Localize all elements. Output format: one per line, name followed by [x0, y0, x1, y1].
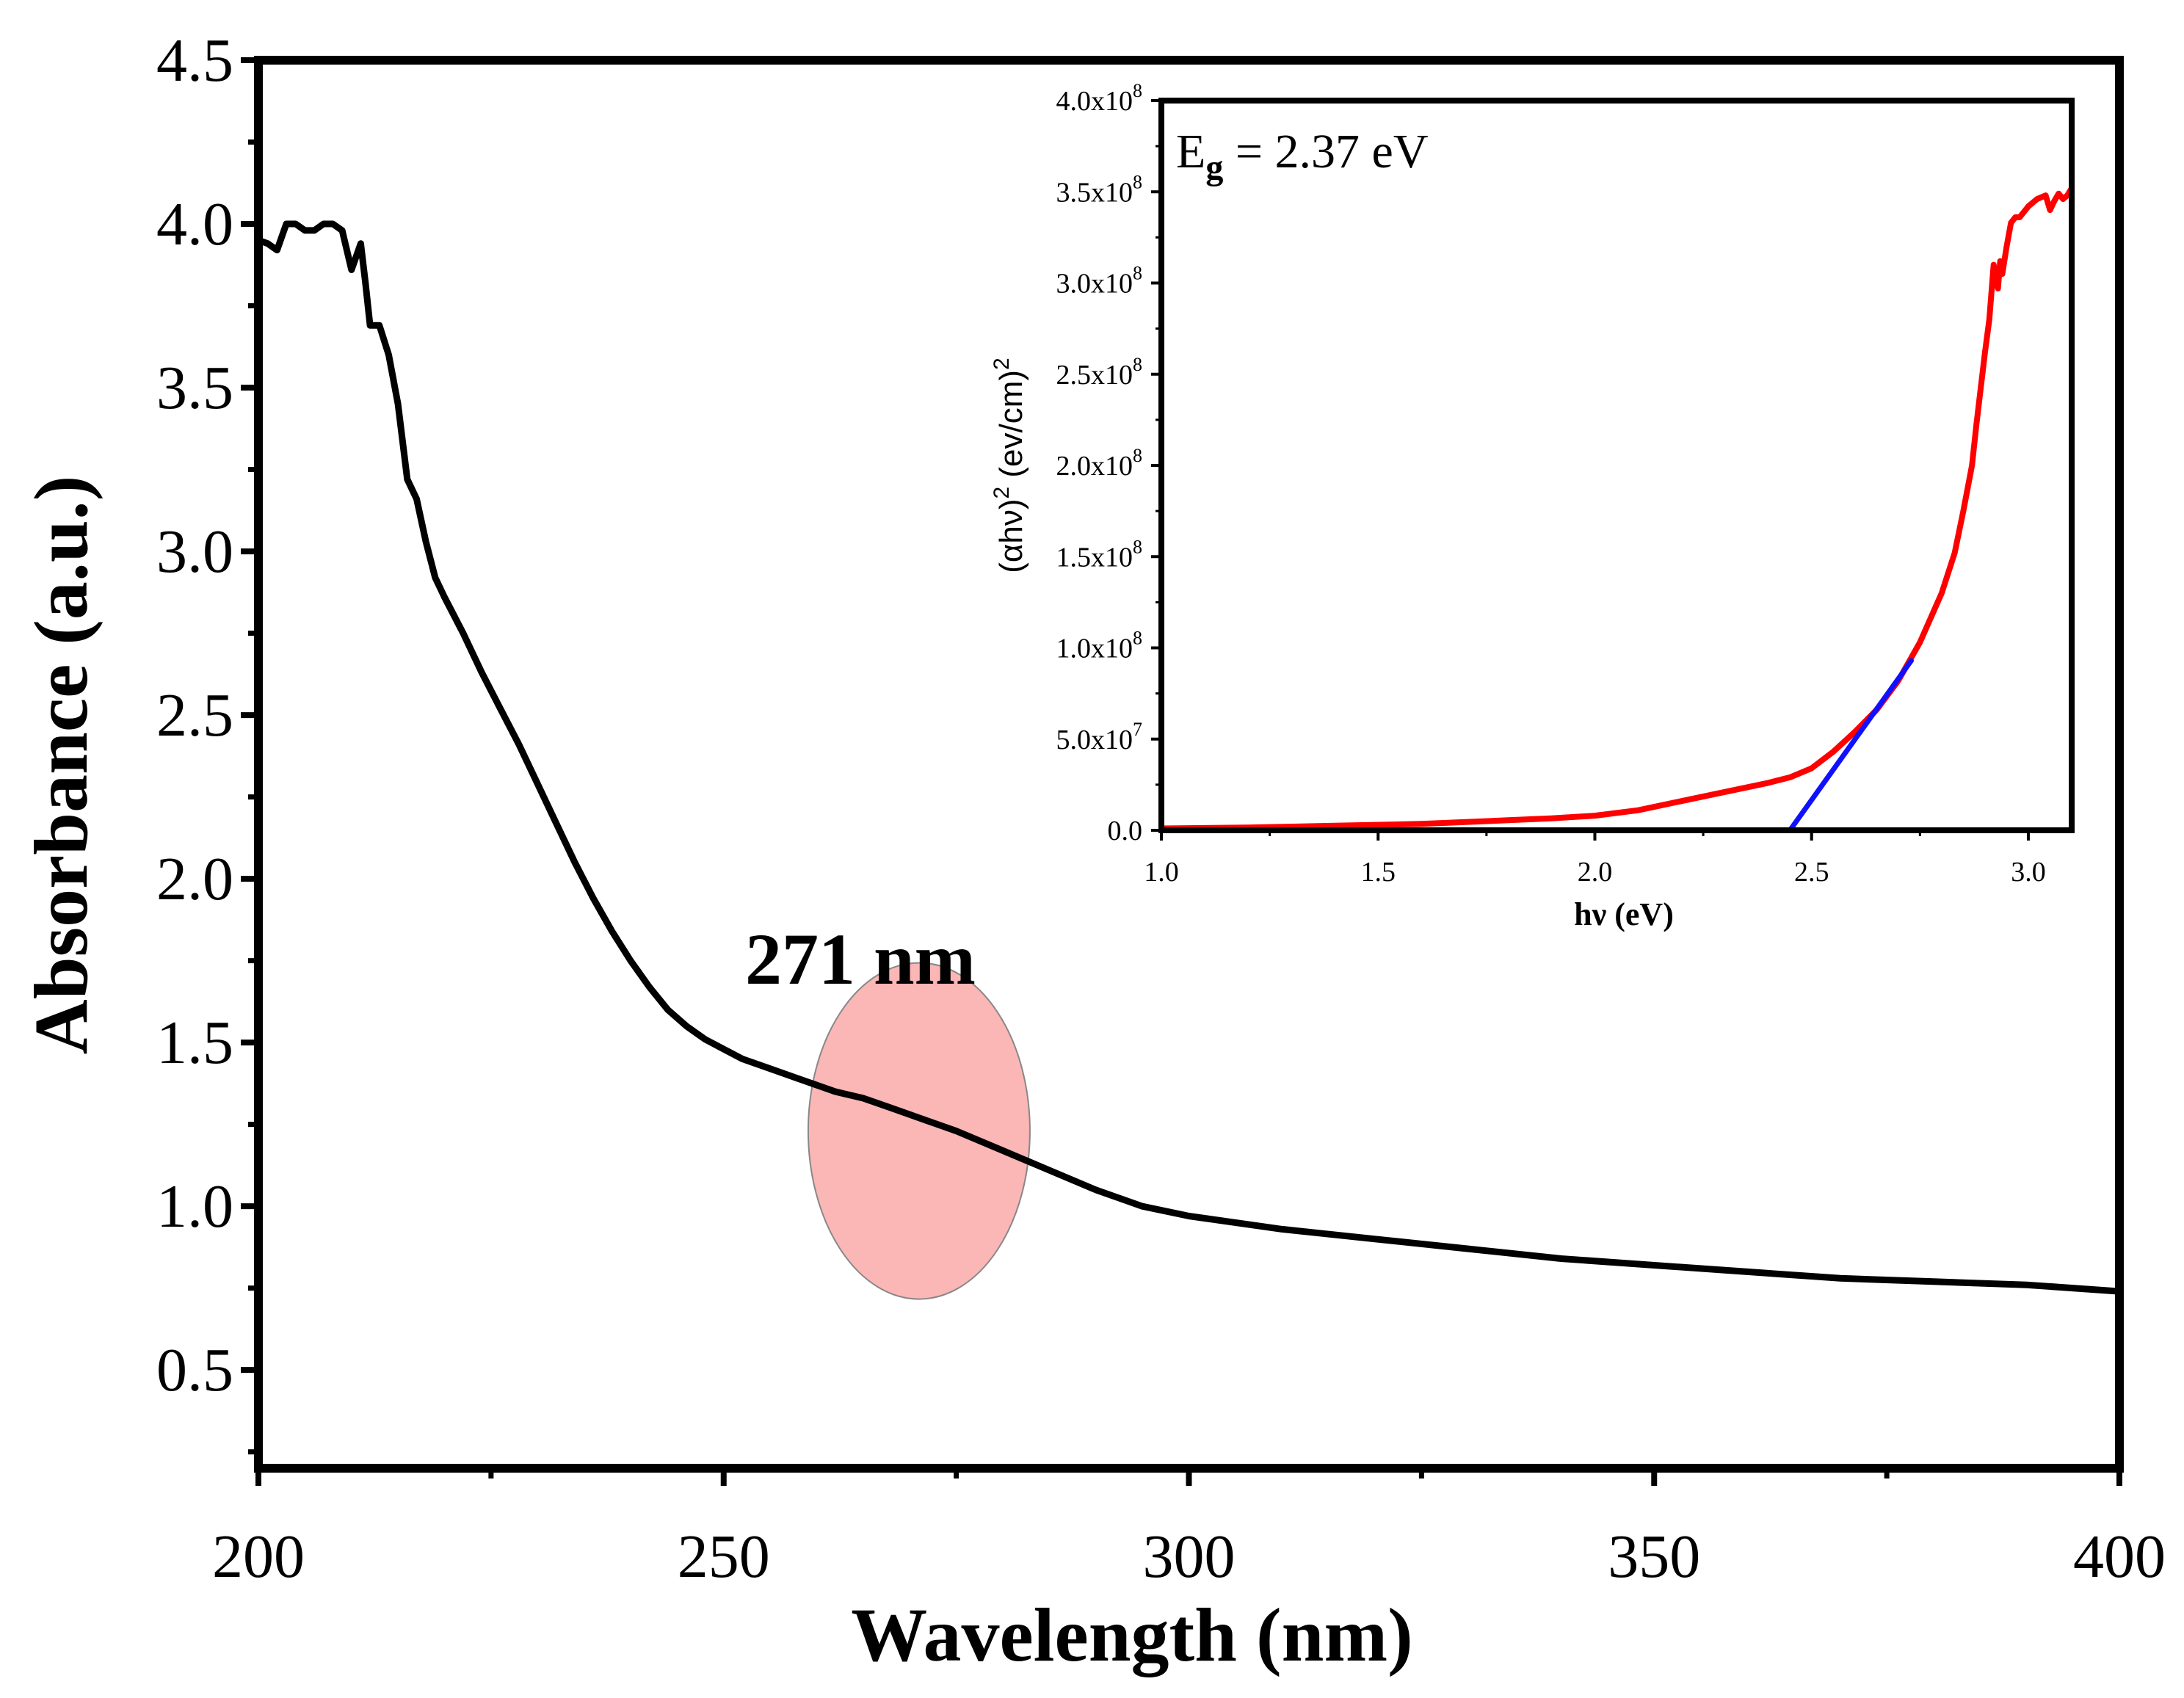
inset-y-tick-mantissa: 5.0x10	[1056, 725, 1133, 755]
peak-annotation-label: 271 nm	[745, 918, 976, 1000]
inset-y-tick-label: 5.0x107	[1056, 719, 1143, 755]
inset-y-tick-exponent: 8	[1133, 354, 1142, 375]
y-axis-title: Absorbance (a.u.)	[19, 476, 104, 1055]
y-tick-label: 1.0	[156, 1172, 233, 1241]
inset-x-tick-label: 1.5	[1360, 857, 1396, 888]
inset-y-tick-mantissa: 0.0	[1108, 816, 1143, 846]
inset-background	[1161, 101, 2072, 830]
main-series-group	[255, 220, 2123, 1295]
inset-y-tick-exponent: 7	[1133, 719, 1142, 740]
band-gap-value: = 2.37 eV	[1223, 125, 1428, 178]
y-tick-label: 4.0	[156, 190, 233, 258]
inset-x-tick-label: 2.5	[1794, 857, 1829, 888]
band-gap-subscript: g	[1205, 148, 1223, 187]
inset-y-tick-label: 3.0x108	[1056, 263, 1143, 300]
x-tick-label: 350	[1608, 1523, 1700, 1591]
inset-y-tick-mantissa: 2.0x10	[1056, 451, 1133, 482]
absorbance-series-line	[255, 220, 2123, 1295]
inset-y-tick-label: 4.0x108	[1056, 80, 1143, 117]
inset-y-tick-label: 1.5x108	[1056, 536, 1143, 573]
inset-y-tick-label: 2.0x108	[1056, 445, 1143, 482]
inset-y-tick-label: 1.0x108	[1056, 628, 1143, 664]
inset-y-tick-exponent: 8	[1133, 536, 1142, 557]
x-tick-label: 200	[212, 1523, 305, 1591]
inset-y-title-sup: 2	[990, 487, 1014, 499]
y-tick-label: 0.5	[156, 1336, 233, 1404]
y-tick-label: 3.5	[156, 354, 233, 422]
inset-x-tick-label: 3.0	[2011, 857, 2046, 888]
inset-y-tick-mantissa: 1.0x10	[1056, 634, 1133, 664]
inset-y-tick-mantissa: 4.0x10	[1056, 86, 1133, 117]
linear-fit-line	[1787, 658, 1914, 833]
peak-highlight-ellipse	[807, 962, 1031, 1300]
inset-series-group	[1158, 185, 2075, 833]
x-tick-label: 400	[2073, 1523, 2166, 1591]
inset-y-axis-title: (αhν)2 (ev/cm)2	[990, 358, 1029, 573]
inset-x-tick-label: 1.0	[1144, 857, 1179, 888]
y-tick-label: 2.5	[156, 681, 233, 750]
inset-y-tick-label: 3.5x108	[1056, 171, 1143, 208]
x-axis-title: Wavelength (nm)	[851, 1593, 1413, 1677]
band-gap-symbol: E	[1176, 125, 1205, 178]
x-tick-label: 300	[1143, 1523, 1236, 1591]
inset-y-title-suffix: (ev/cm)	[993, 370, 1029, 487]
main-axis-ticks	[241, 57, 2122, 1486]
inset-y-title-sup2: 2	[990, 358, 1014, 370]
band-gap-label: Eg = 2.37 eV	[1176, 125, 1429, 187]
inset-axis-tick-labels: 1.0 1.5 2.0 2.5 3.00.05.0x1071.0x1081.5x1082…	[1056, 80, 2046, 888]
inset-y-tick-mantissa: 2.5x10	[1056, 360, 1133, 391]
inset-y-tick-mantissa: 3.5x10	[1056, 177, 1133, 208]
x-tick-label: 250	[678, 1523, 770, 1591]
inset-axis-ticks	[1151, 99, 2030, 841]
tauc-curve-line	[1158, 185, 2075, 832]
inset-y-tick-label: 0.0	[1108, 816, 1143, 846]
y-tick-label: 4.5	[156, 26, 233, 95]
inset-x-axis-title: hν (eV)	[1574, 896, 1674, 932]
inset-y-tick-exponent: 8	[1133, 80, 1142, 101]
inset-y-tick-label: 2.5x108	[1056, 354, 1143, 391]
inset-y-tick-exponent: 8	[1133, 445, 1142, 466]
inset-x-tick-label: 2.0	[1578, 857, 1613, 888]
inset-y-tick-mantissa: 3.0x10	[1056, 269, 1133, 300]
y-tick-label: 2.0	[156, 845, 233, 913]
main-axis-tick-labels: 200 250 300 350 400 0.5 1.0 1.5 2.0 2.5 3.0 3.5 4.0 4…	[156, 26, 2166, 1591]
y-tick-label: 3.0	[156, 518, 233, 586]
inset-y-tick-exponent: 8	[1133, 171, 1142, 192]
y-tick-label: 1.5	[156, 1009, 233, 1077]
inset-y-tick-exponent: 8	[1133, 628, 1142, 649]
inset-y-title-prefix: (αhν)	[993, 499, 1029, 573]
inset-y-tick-exponent: 8	[1133, 263, 1142, 284]
inset-tauc-plot: 1.0 1.5 2.0 2.5 3.00.05.0x1071.0x1081.5x1082…	[990, 80, 2075, 932]
inset-y-tick-mantissa: 1.5x10	[1056, 542, 1133, 573]
